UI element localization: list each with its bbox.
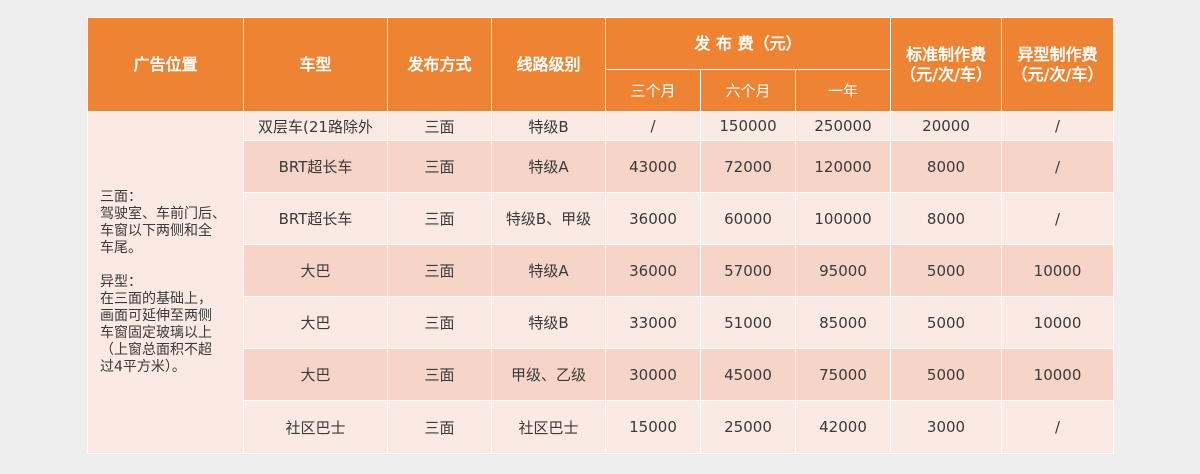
header-special-fee: 异型制作费 （元/次/车）	[1001, 17, 1115, 112]
header-six-months: 六个月	[700, 69, 796, 112]
cell-one-year: 95000	[794, 244, 892, 297]
cell-special-fee: /	[1001, 140, 1115, 193]
cell-six-months: 51000	[700, 296, 796, 349]
cell-standard-fee: 8000	[890, 192, 1003, 245]
cell-standard-fee: 5000	[890, 244, 1003, 297]
cell-level: 特级A	[491, 244, 606, 297]
cell-method: 三面	[387, 192, 492, 245]
cell-vehicle: 社区巴士	[243, 400, 388, 454]
table-row: 社区巴士 三面 社区巴士 15000 25000 42000 3000 /	[88, 400, 1115, 454]
header-standard-fee: 标准制作费 （元/次/车）	[890, 17, 1003, 112]
cell-three-months: 30000	[605, 348, 701, 401]
cell-level: 特级A	[491, 140, 606, 193]
position-description: 三面： 驾驶室、车前门后、 车窗以下两侧和全 车尾。 异型： 在三面的基础上， …	[87, 111, 244, 454]
cell-vehicle: 大巴	[243, 296, 388, 349]
cell-level: 社区巴士	[491, 400, 606, 454]
cell-vehicle: 大巴	[243, 348, 388, 401]
cell-standard-fee: 5000	[890, 296, 1003, 349]
cell-three-months: 36000	[605, 192, 701, 245]
cell-one-year: 100000	[794, 192, 892, 245]
cell-one-year: 42000	[794, 400, 892, 454]
cell-six-months: 150000	[700, 111, 796, 141]
cell-method: 三面	[387, 296, 492, 349]
cell-special-fee: 10000	[1001, 244, 1115, 297]
cell-one-year: 120000	[794, 140, 892, 193]
cell-standard-fee: 8000	[890, 140, 1003, 193]
table-row: 大巴 三面 甲级、乙级 30000 45000 75000 5000 10000	[88, 348, 1115, 401]
cell-method: 三面	[387, 348, 492, 401]
cell-six-months: 25000	[700, 400, 796, 454]
cell-vehicle: 大巴	[243, 244, 388, 297]
cell-six-months: 45000	[700, 348, 796, 401]
cell-method: 三面	[387, 244, 492, 297]
cell-level: 甲级、乙级	[491, 348, 606, 401]
cell-special-fee: 10000	[1001, 348, 1115, 401]
cell-six-months: 60000	[700, 192, 796, 245]
cell-level: 特级B	[491, 111, 606, 141]
header-one-year: 一年	[794, 69, 892, 112]
header-route-level: 线路级别	[491, 17, 606, 112]
cell-three-months: 15000	[605, 400, 701, 454]
cell-three-months: /	[605, 111, 701, 141]
header-three-months: 三个月	[605, 69, 701, 112]
cell-level: 特级B、甲级	[491, 192, 606, 245]
cell-special-fee: /	[1001, 400, 1115, 454]
header-publish-fee: 发 布 费（元）	[604, 17, 892, 70]
cell-method: 三面	[387, 140, 492, 193]
cell-special-fee: 10000	[1001, 296, 1115, 349]
cell-vehicle: 双层车(21路除外	[243, 111, 388, 141]
cell-one-year: 250000	[794, 111, 892, 141]
header-position: 广告位置	[87, 17, 244, 112]
table-row: 大巴 三面 特级A 36000 57000 95000 5000 10000	[88, 244, 1115, 297]
cell-one-year: 85000	[794, 296, 892, 349]
cell-vehicle: BRT超长车	[243, 140, 388, 193]
header-method: 发布方式	[387, 17, 492, 112]
cell-level: 特级B	[491, 296, 606, 349]
cell-vehicle: BRT超长车	[243, 192, 388, 245]
cell-three-months: 33000	[605, 296, 701, 349]
table-row: 三面： 驾驶室、车前门后、 车窗以下两侧和全 车尾。 异型： 在三面的基础上， …	[87, 111, 1115, 454]
table-row: BRT超长车 三面 特级A 43000 72000 120000 8000 /	[88, 140, 1115, 193]
cell-standard-fee: 3000	[890, 400, 1003, 454]
cell-special-fee: /	[1001, 192, 1115, 245]
cell-special-fee: /	[1001, 111, 1115, 141]
cell-method: 三面	[387, 400, 492, 454]
cell-three-months: 43000	[605, 140, 701, 193]
cell-one-year: 75000	[794, 348, 892, 401]
cell-method: 三面	[387, 111, 492, 141]
ad-rate-table: 广告位置 车型 发布方式 线路级别 发 布 费（元） 标准制作费 （元/次/车）…	[87, 17, 1115, 454]
cell-standard-fee: 5000	[890, 348, 1003, 401]
cell-six-months: 57000	[700, 244, 796, 297]
cell-three-months: 36000	[605, 244, 701, 297]
header-vehicle: 车型	[243, 17, 388, 112]
cell-standard-fee: 20000	[890, 111, 1003, 141]
cell-six-months: 72000	[700, 140, 796, 193]
